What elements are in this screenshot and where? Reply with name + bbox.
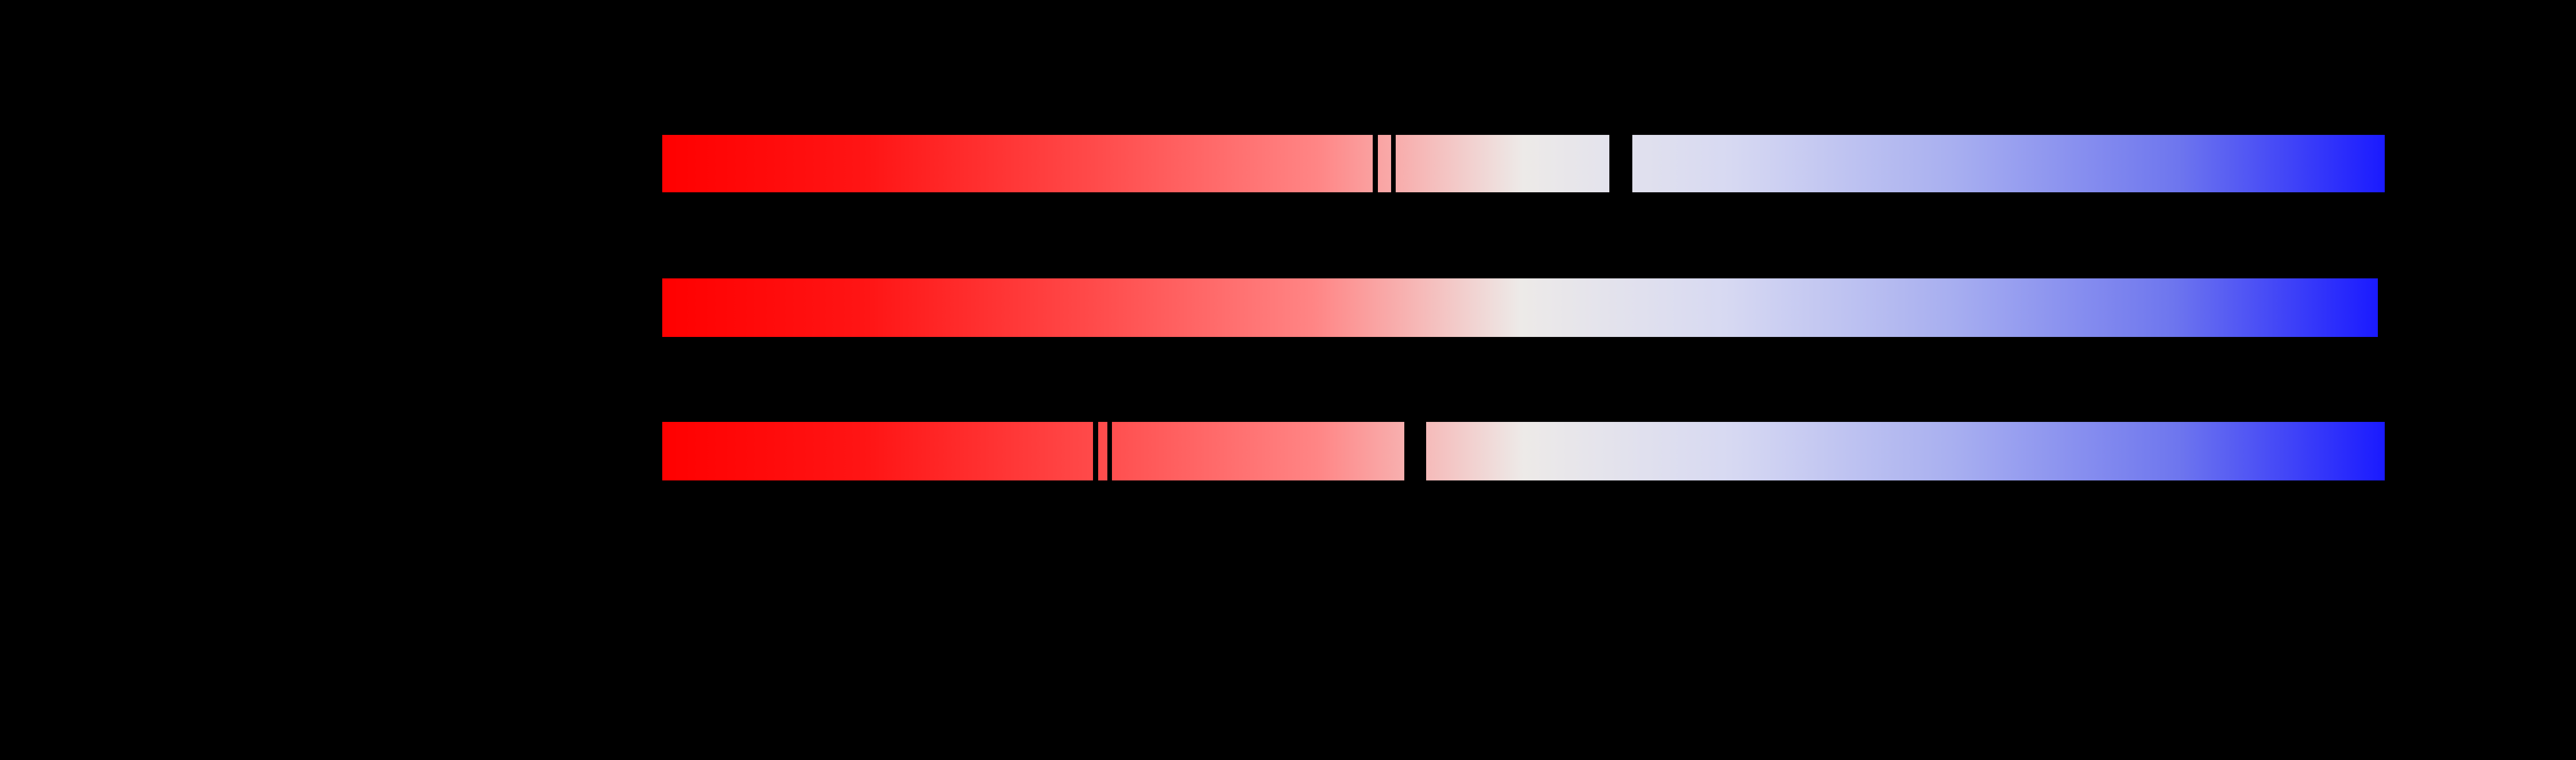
colorbar-segment [1112, 422, 1404, 480]
colorbar-segment [1632, 135, 2385, 192]
colorbar-gradient [1112, 422, 1404, 480]
colorbar-gradient [1632, 135, 2385, 192]
colorbar-gradient [662, 422, 1093, 480]
colorbar-gradient [662, 135, 1373, 192]
colorbar-segment [662, 278, 2378, 337]
colorbar-segment [1426, 422, 2385, 480]
colorbar-segment [1378, 135, 1391, 192]
colorbar-gradient [1426, 422, 2385, 480]
colorbar-gradient [1098, 422, 1107, 480]
colorbar-segment [1098, 422, 1107, 480]
colorbar-gradient [1396, 135, 1609, 192]
colorbar-segment [1396, 135, 1609, 192]
colorbar-segment [662, 135, 1373, 192]
colorbar-segment [662, 422, 1093, 480]
colorbar-bottom [0, 422, 2576, 480]
colorbar-gradient [662, 278, 2378, 337]
colorbar-gradient [1378, 135, 1391, 192]
colorbar-top [0, 135, 2576, 192]
colorbar-middle [0, 278, 2576, 337]
